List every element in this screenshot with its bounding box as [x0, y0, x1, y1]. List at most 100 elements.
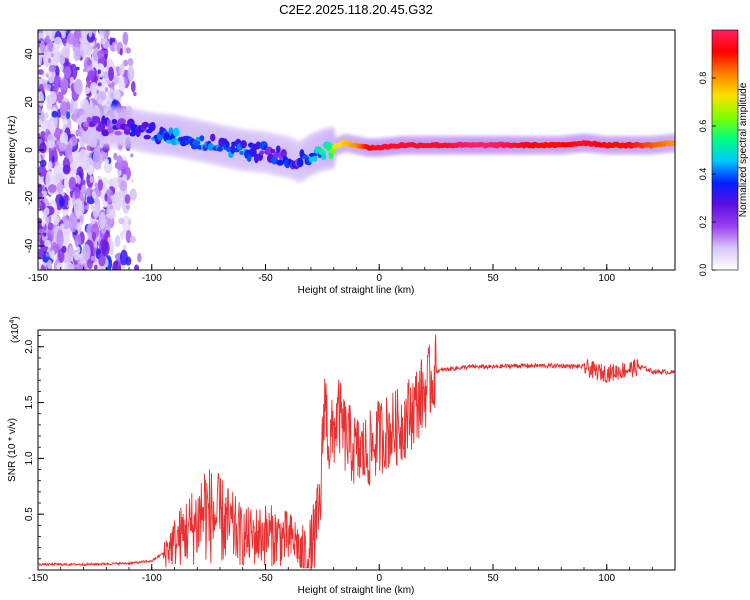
- heatmap-ridge-cell: [210, 133, 216, 142]
- heatmap-speckle: [104, 158, 110, 165]
- heatmap-speckle: [109, 204, 113, 210]
- heatmap-speckle: [40, 131, 46, 137]
- heatmap-speckle: [110, 195, 114, 200]
- heatmap-speckle: [104, 193, 108, 202]
- heatmap-ridge-cell: [129, 131, 136, 137]
- heatmap-speckle: [98, 252, 106, 267]
- heatmap-speckle: [38, 50, 43, 68]
- heatmap-speckle: [84, 87, 91, 95]
- heatmap-speckle: [106, 203, 116, 220]
- heatmap-speckle: [39, 76, 43, 84]
- spectrogram-y-label: Frequency (Hz): [7, 116, 18, 185]
- heatmap-ridge-cell: [143, 134, 151, 140]
- heatmap-speckle: [93, 92, 98, 100]
- heatmap-ridge-cell: [149, 121, 156, 132]
- colorbar-tick-label: 0.0: [698, 264, 708, 277]
- heatmap-speckle: [119, 249, 128, 266]
- heatmap-ridge-cell: [256, 153, 264, 161]
- heatmap-speckle: [92, 205, 100, 219]
- heatmap-ridge-cell: [276, 159, 284, 166]
- heatmap-speckle: [38, 228, 43, 235]
- heatmap-speckle: [45, 252, 50, 257]
- heatmap-speckle: [96, 42, 101, 50]
- colorbar-tick-label: 0.4: [698, 168, 708, 181]
- heatmap-speckle: [76, 246, 81, 255]
- x-tick-label: -150: [28, 273, 48, 284]
- heatmap-speckle: [66, 101, 71, 111]
- heatmap-speckle: [59, 54, 66, 66]
- heatmap-ridge-cell: [329, 148, 337, 154]
- heatmap-speckle: [57, 163, 64, 173]
- heatmap-speckle: [61, 245, 67, 253]
- heatmap-speckle: [89, 175, 94, 184]
- heatmap-speckle: [76, 218, 81, 223]
- heatmap-speckle: [125, 205, 130, 210]
- heatmap-speckle: [123, 59, 128, 67]
- heatmap-speckle: [129, 188, 137, 201]
- heatmap-speckle: [102, 71, 110, 80]
- x-tick-label: 100: [598, 573, 615, 584]
- heatmap-speckle: [116, 155, 123, 171]
- heatmap-ridge-cell: [296, 157, 304, 168]
- snr-y-label: SNR (10 * v/v): [7, 418, 18, 482]
- heatmap-speckle: [69, 154, 73, 164]
- heatmap-ridge-cell: [195, 136, 201, 142]
- heatmap-speckle: [38, 261, 42, 270]
- heatmap-speckle: [63, 119, 69, 125]
- heatmap-ridge-cell: [224, 140, 230, 149]
- heatmap-speckle: [49, 122, 56, 135]
- heatmap-speckle: [61, 46, 71, 58]
- heatmap-speckle: [113, 191, 123, 211]
- heatmap-speckle: [47, 139, 55, 149]
- heatmap-speckle: [38, 69, 44, 75]
- heatmap-ridge-cell: [280, 149, 287, 158]
- heatmap-speckle: [80, 184, 87, 194]
- heatmap-speckle: [97, 82, 102, 87]
- heatmap-speckle: [56, 182, 64, 194]
- heatmap-speckle: [88, 30, 93, 38]
- heatmap-speckle: [60, 78, 69, 91]
- colorbar-tick-label: 0.8: [698, 72, 708, 85]
- heatmap-speckle: [122, 31, 129, 46]
- x-tick-label: -100: [142, 273, 162, 284]
- heatmap-ridge-cell: [141, 121, 150, 128]
- heatmap-speckle: [59, 131, 69, 146]
- heatmap-speckle: [125, 47, 132, 54]
- heatmap-speckle: [45, 73, 49, 78]
- heatmap-speckle: [59, 142, 67, 152]
- heatmap-ridge-cell: [219, 138, 228, 144]
- snr-series-line: [38, 334, 675, 569]
- heatmap-speckle: [39, 142, 47, 154]
- heatmap-speckle: [63, 222, 70, 230]
- heatmap-ridge-cell: [216, 146, 224, 152]
- heatmap-speckle: [56, 262, 64, 270]
- heatmap-speckle: [68, 246, 74, 255]
- heatmap-speckle: [43, 232, 47, 237]
- heatmap-speckle: [122, 173, 128, 183]
- heatmap-speckle: [50, 249, 55, 260]
- heatmap-speckle: [52, 45, 57, 55]
- heatmap-speckle: [117, 169, 122, 177]
- y-tick-label: 1.5: [24, 395, 35, 409]
- heatmap-speckle: [129, 235, 136, 243]
- x-tick-label: 50: [487, 273, 499, 284]
- heatmap-speckle: [82, 244, 91, 261]
- heatmap-speckle: [118, 76, 126, 92]
- heatmap-speckle: [90, 56, 94, 61]
- heatmap-speckle: [38, 248, 45, 260]
- heatmap-speckle: [111, 81, 115, 87]
- heatmap-ridge-cell: [101, 115, 106, 125]
- heatmap-ridge-cell: [114, 130, 122, 136]
- colorbar-gradient: [712, 30, 738, 270]
- heatmap-speckle: [103, 30, 111, 39]
- y-tick-label: 0: [24, 147, 35, 153]
- heatmap-ridge-cell: [101, 129, 110, 137]
- heatmap-speckle: [119, 180, 128, 192]
- heatmap-speckle: [100, 36, 106, 45]
- heatmap-speckle: [85, 187, 93, 197]
- heatmap-speckle: [92, 231, 97, 242]
- heatmap-speckle: [48, 184, 57, 193]
- heatmap-speckle: [47, 41, 54, 53]
- heatmap-speckle: [79, 215, 84, 221]
- heatmap-ridge-cell: [255, 141, 261, 150]
